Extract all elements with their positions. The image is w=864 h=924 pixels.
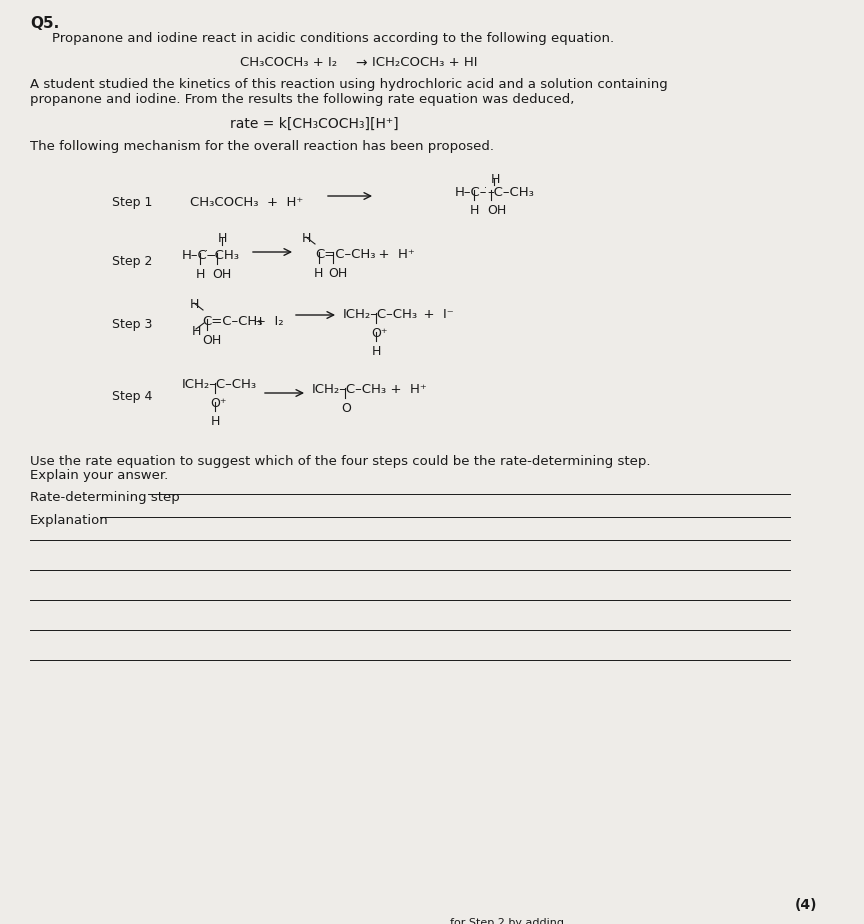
Text: ICH₂–C–CH₃: ICH₂–C–CH₃ bbox=[182, 378, 257, 391]
Text: rate = k[CH₃COCH₃][H⁺]: rate = k[CH₃COCH₃][H⁺] bbox=[230, 117, 398, 131]
Text: Explanation: Explanation bbox=[30, 514, 109, 527]
Text: OH: OH bbox=[328, 267, 347, 280]
Text: O: O bbox=[341, 402, 351, 415]
Text: +  I₂: + I₂ bbox=[255, 315, 283, 328]
Text: ·: · bbox=[484, 183, 487, 193]
Text: for Step 2 by adding: for Step 2 by adding bbox=[450, 918, 564, 924]
Text: H: H bbox=[192, 325, 201, 338]
Text: H–C–: H–C– bbox=[455, 186, 487, 199]
Text: OH: OH bbox=[487, 204, 506, 217]
Text: The following mechanism for the overall reaction has been proposed.: The following mechanism for the overall … bbox=[30, 140, 494, 153]
Text: ICH₂–C–CH₃: ICH₂–C–CH₃ bbox=[312, 383, 387, 396]
Text: Use the rate equation to suggest which of the four steps could be the rate-deter: Use the rate equation to suggest which o… bbox=[30, 455, 651, 468]
Text: H: H bbox=[218, 232, 227, 245]
Text: Step 1: Step 1 bbox=[112, 196, 152, 209]
Text: +  I⁻: + I⁻ bbox=[415, 308, 454, 321]
Text: OH: OH bbox=[212, 268, 232, 281]
Text: H: H bbox=[211, 415, 220, 428]
Text: Propanone and iodine react in acidic conditions according to the following equat: Propanone and iodine react in acidic con… bbox=[52, 32, 614, 45]
Text: H: H bbox=[491, 173, 500, 186]
Text: Step 2: Step 2 bbox=[112, 255, 152, 268]
Text: +  H⁺: + H⁺ bbox=[370, 248, 415, 261]
Text: H–C–: H–C– bbox=[182, 249, 214, 262]
Text: C=C–CH₃: C=C–CH₃ bbox=[315, 248, 376, 261]
Text: →: → bbox=[355, 56, 366, 70]
Text: CH₃COCH₃ + I₂: CH₃COCH₃ + I₂ bbox=[240, 56, 337, 69]
Text: Step 3: Step 3 bbox=[112, 318, 152, 331]
Text: (4): (4) bbox=[795, 898, 817, 912]
Text: Rate-determining step: Rate-determining step bbox=[30, 491, 180, 504]
Text: –C–CH₃: –C–CH₃ bbox=[487, 186, 534, 199]
Text: O⁺: O⁺ bbox=[371, 327, 387, 340]
Text: Explain your answer.: Explain your answer. bbox=[30, 469, 168, 482]
Text: O⁺: O⁺ bbox=[210, 397, 226, 410]
Text: H: H bbox=[196, 268, 206, 281]
Text: H: H bbox=[470, 204, 480, 217]
Text: Step 4: Step 4 bbox=[112, 390, 152, 403]
Text: propanone and iodine. From the results the following rate equation was deduced,: propanone and iodine. From the results t… bbox=[30, 93, 575, 106]
Text: OH: OH bbox=[202, 334, 221, 347]
Text: H: H bbox=[372, 345, 381, 358]
Text: –CH₃: –CH₃ bbox=[208, 249, 239, 262]
Text: ·: · bbox=[205, 246, 208, 256]
Text: H: H bbox=[314, 267, 323, 280]
Text: ICH₂–C–CH₃: ICH₂–C–CH₃ bbox=[343, 308, 418, 321]
Text: C=C–CH₃: C=C–CH₃ bbox=[202, 315, 263, 328]
Text: +  H⁺: + H⁺ bbox=[382, 383, 427, 396]
Text: CH₃COCH₃  +  H⁺: CH₃COCH₃ + H⁺ bbox=[190, 196, 303, 209]
Text: H: H bbox=[190, 298, 200, 311]
Text: H: H bbox=[302, 232, 311, 245]
Text: ICH₂COCH₃ + HI: ICH₂COCH₃ + HI bbox=[372, 56, 478, 69]
Text: A student studied the kinetics of this reaction using hydrochloric acid and a so: A student studied the kinetics of this r… bbox=[30, 78, 668, 91]
Text: Q5.: Q5. bbox=[30, 16, 60, 31]
